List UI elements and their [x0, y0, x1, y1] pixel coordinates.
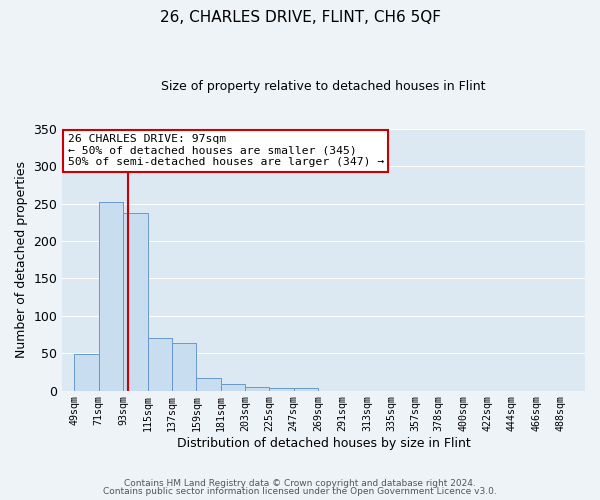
Bar — [245, 387, 269, 390]
Bar — [294, 388, 318, 390]
Text: 26 CHARLES DRIVE: 97sqm
← 50% of detached houses are smaller (345)
50% of semi-d: 26 CHARLES DRIVE: 97sqm ← 50% of detache… — [68, 134, 384, 168]
Bar — [196, 378, 221, 390]
Bar — [99, 202, 123, 390]
Text: Contains HM Land Registry data © Crown copyright and database right 2024.: Contains HM Land Registry data © Crown c… — [124, 478, 476, 488]
Bar — [221, 384, 245, 390]
Bar — [269, 388, 294, 390]
Bar — [172, 344, 196, 390]
Text: 26, CHARLES DRIVE, FLINT, CH6 5QF: 26, CHARLES DRIVE, FLINT, CH6 5QF — [160, 10, 440, 25]
Bar — [148, 338, 172, 390]
Bar — [74, 354, 99, 391]
Title: Size of property relative to detached houses in Flint: Size of property relative to detached ho… — [161, 80, 486, 93]
X-axis label: Distribution of detached houses by size in Flint: Distribution of detached houses by size … — [177, 437, 470, 450]
Y-axis label: Number of detached properties: Number of detached properties — [15, 161, 28, 358]
Bar — [123, 214, 148, 390]
Text: Contains public sector information licensed under the Open Government Licence v3: Contains public sector information licen… — [103, 487, 497, 496]
